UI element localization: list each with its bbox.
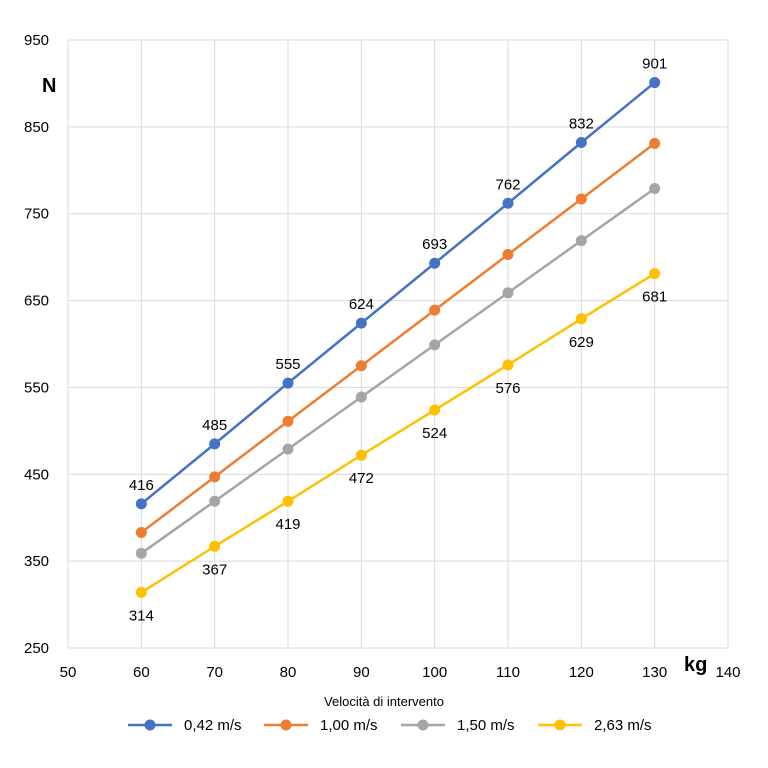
data-point (209, 438, 221, 450)
legend-marker (554, 719, 566, 731)
x-tick-label: 140 (715, 664, 740, 681)
data-point (355, 391, 367, 403)
x-tick-label: 60 (133, 664, 150, 681)
data-point (429, 339, 441, 351)
data-point (575, 313, 587, 325)
legend-label: 1,50 m/s (457, 717, 515, 734)
gridlines (67, 39, 729, 649)
data-point (649, 183, 661, 195)
data-labels: 416 485 555 624 693 762 832 901 314 367 419 472 524 5… (129, 56, 667, 625)
data-label: 555 (275, 356, 300, 373)
data-point (135, 586, 147, 598)
y-tick-label: 850 (24, 119, 49, 136)
data-label: 367 (202, 561, 227, 578)
data-point (282, 495, 294, 507)
data-point (429, 257, 441, 269)
y-tick-label: 350 (24, 553, 49, 570)
legend-marker (144, 719, 156, 731)
data-label: 524 (422, 425, 447, 442)
data-point (649, 77, 661, 89)
x-axis-ticks: 50 60 70 80 90 100 110 120 130 140 (60, 664, 741, 681)
series-line-1 (140, 142, 656, 534)
y-axis-ticks: 250 350 450 550 650 750 850 950 (24, 32, 49, 657)
legend-title: Velocità di intervento (324, 694, 444, 709)
x-tick-label: 80 (280, 664, 297, 681)
data-label: 624 (349, 296, 374, 313)
data-label: 762 (495, 176, 520, 193)
y-tick-label: 250 (24, 640, 49, 657)
y-tick-label: 450 (24, 466, 49, 483)
data-point (209, 540, 221, 552)
series-line-2 (140, 187, 656, 555)
x-axis-unit-label: kg (684, 654, 707, 676)
data-point (209, 471, 221, 483)
data-label: 485 (202, 417, 227, 434)
legend-label: 1,00 m/s (320, 717, 378, 734)
x-tick-label: 120 (569, 664, 594, 681)
legend-label: 2,63 m/s (594, 717, 652, 734)
data-point (502, 287, 514, 299)
x-tick-label: 70 (206, 664, 223, 681)
data-point (135, 498, 147, 510)
data-label: 629 (569, 334, 594, 351)
data-label: 416 (129, 477, 154, 494)
x-tick-label: 130 (642, 664, 667, 681)
series-line-3 (140, 272, 656, 594)
series-line-0 (140, 81, 656, 505)
data-point (355, 317, 367, 329)
data-point (502, 249, 514, 261)
legend-label: 0,42 m/s (184, 717, 242, 734)
data-point (429, 404, 441, 416)
legend-marker (417, 719, 429, 731)
data-label: 901 (642, 56, 667, 73)
y-tick-label: 550 (24, 379, 49, 396)
legend: 0,42 m/s 1,00 m/s 1,50 m/s 2,63 m/s (128, 717, 652, 734)
data-label: 681 (642, 289, 667, 306)
legend-marker (280, 719, 292, 731)
data-point (282, 443, 294, 455)
data-label: 693 (422, 236, 447, 253)
y-tick-label: 750 (24, 206, 49, 223)
data-point (649, 268, 661, 280)
data-point (282, 377, 294, 389)
x-tick-label: 90 (353, 664, 370, 681)
data-point (355, 360, 367, 372)
data-point (282, 415, 294, 427)
data-point (209, 495, 221, 507)
data-point (502, 197, 514, 209)
y-tick-label: 650 (24, 293, 49, 310)
x-tick-label: 110 (496, 664, 520, 681)
data-point (429, 304, 441, 316)
data-label: 419 (275, 516, 300, 533)
y-tick-label: 950 (24, 32, 49, 49)
data-point (355, 449, 367, 461)
data-point (575, 136, 587, 148)
data-label: 472 (349, 470, 374, 487)
data-label: 832 (569, 115, 594, 132)
data-point (575, 235, 587, 247)
series-group (135, 77, 661, 598)
data-point (575, 193, 587, 205)
data-label: 314 (129, 607, 154, 624)
data-point (649, 137, 661, 149)
x-tick-label: 100 (422, 664, 447, 681)
data-label: 576 (495, 380, 520, 397)
data-point (135, 526, 147, 538)
data-point (502, 359, 514, 371)
y-axis-unit-label: N (42, 75, 56, 97)
data-point (135, 547, 147, 559)
x-tick-label: 50 (60, 664, 77, 681)
